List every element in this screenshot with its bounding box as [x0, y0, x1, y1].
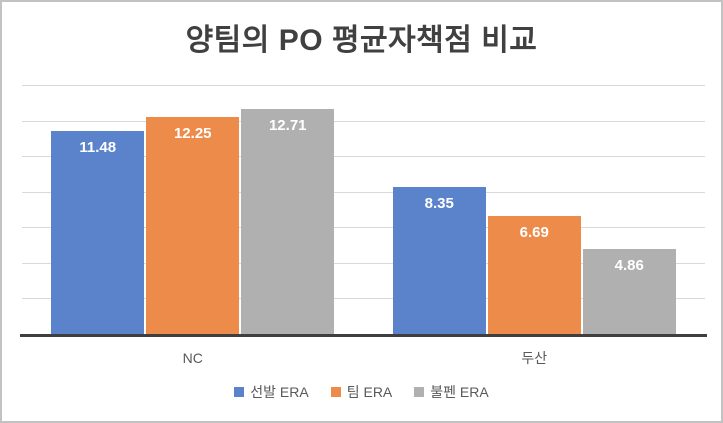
gridline — [22, 85, 705, 86]
bar-series2-cat1: 4.86 — [582, 248, 676, 335]
bar-value-label: 11.48 — [79, 138, 117, 156]
bar-series0-cat1: 8.35 — [392, 186, 486, 335]
legend-swatch-icon — [330, 387, 341, 397]
bar-series2-cat0: 12.71 — [241, 108, 335, 335]
bar-value-label: 4.86 — [614, 256, 644, 274]
gridline — [22, 298, 705, 300]
legend-swatch-icon — [234, 387, 245, 397]
gridline — [22, 156, 705, 158]
legend: 선발 ERA 팀 ERA 불펜 ERA — [2, 383, 721, 401]
x-axis-line — [20, 334, 707, 337]
x-axis-label-nc: NC — [182, 350, 203, 366]
x-axis-labels: NC 두산 — [22, 348, 705, 368]
bar-value-label: 8.35 — [424, 194, 454, 212]
bar-group: 11.48 12.25 12.71 — [22, 86, 364, 335]
legend-label: 팀 ERA — [346, 384, 393, 400]
legend-item-starter-era: 선발 ERA — [234, 383, 309, 401]
bar-series1-cat0: 12.25 — [146, 117, 240, 335]
bar-series1-cat1: 6.69 — [487, 216, 581, 335]
x-axis-label-doosan: 두산 — [521, 350, 548, 366]
bar-series0-cat0: 11.48 — [51, 130, 145, 335]
legend-item-bullpen-era: 불펜 ERA — [414, 383, 489, 401]
legend-label: 선발 ERA — [250, 384, 309, 400]
legend-item-team-era: 팀 ERA — [330, 383, 393, 401]
bar-value-label: 12.71 — [268, 116, 307, 134]
gridline — [22, 227, 705, 229]
gridline — [22, 191, 705, 193]
bar-value-label: 12.25 — [173, 125, 212, 143]
bar-groups: 11.48 12.25 12.71 8.35 6.69 4.86 — [22, 86, 705, 335]
bar-value-label: 6.69 — [519, 224, 549, 242]
gridline — [22, 262, 705, 264]
gridline — [22, 120, 705, 122]
chart-title: 양팀의 PO 평균자책점 비교 — [185, 24, 538, 57]
legend-label: 불펜 ERA — [430, 384, 489, 400]
bar-group: 8.35 6.69 4.86 — [364, 86, 706, 335]
legend-swatch-icon — [414, 387, 425, 397]
plot-area: 11.48 12.25 12.71 8.35 6.69 4.86 — [20, 85, 707, 337]
